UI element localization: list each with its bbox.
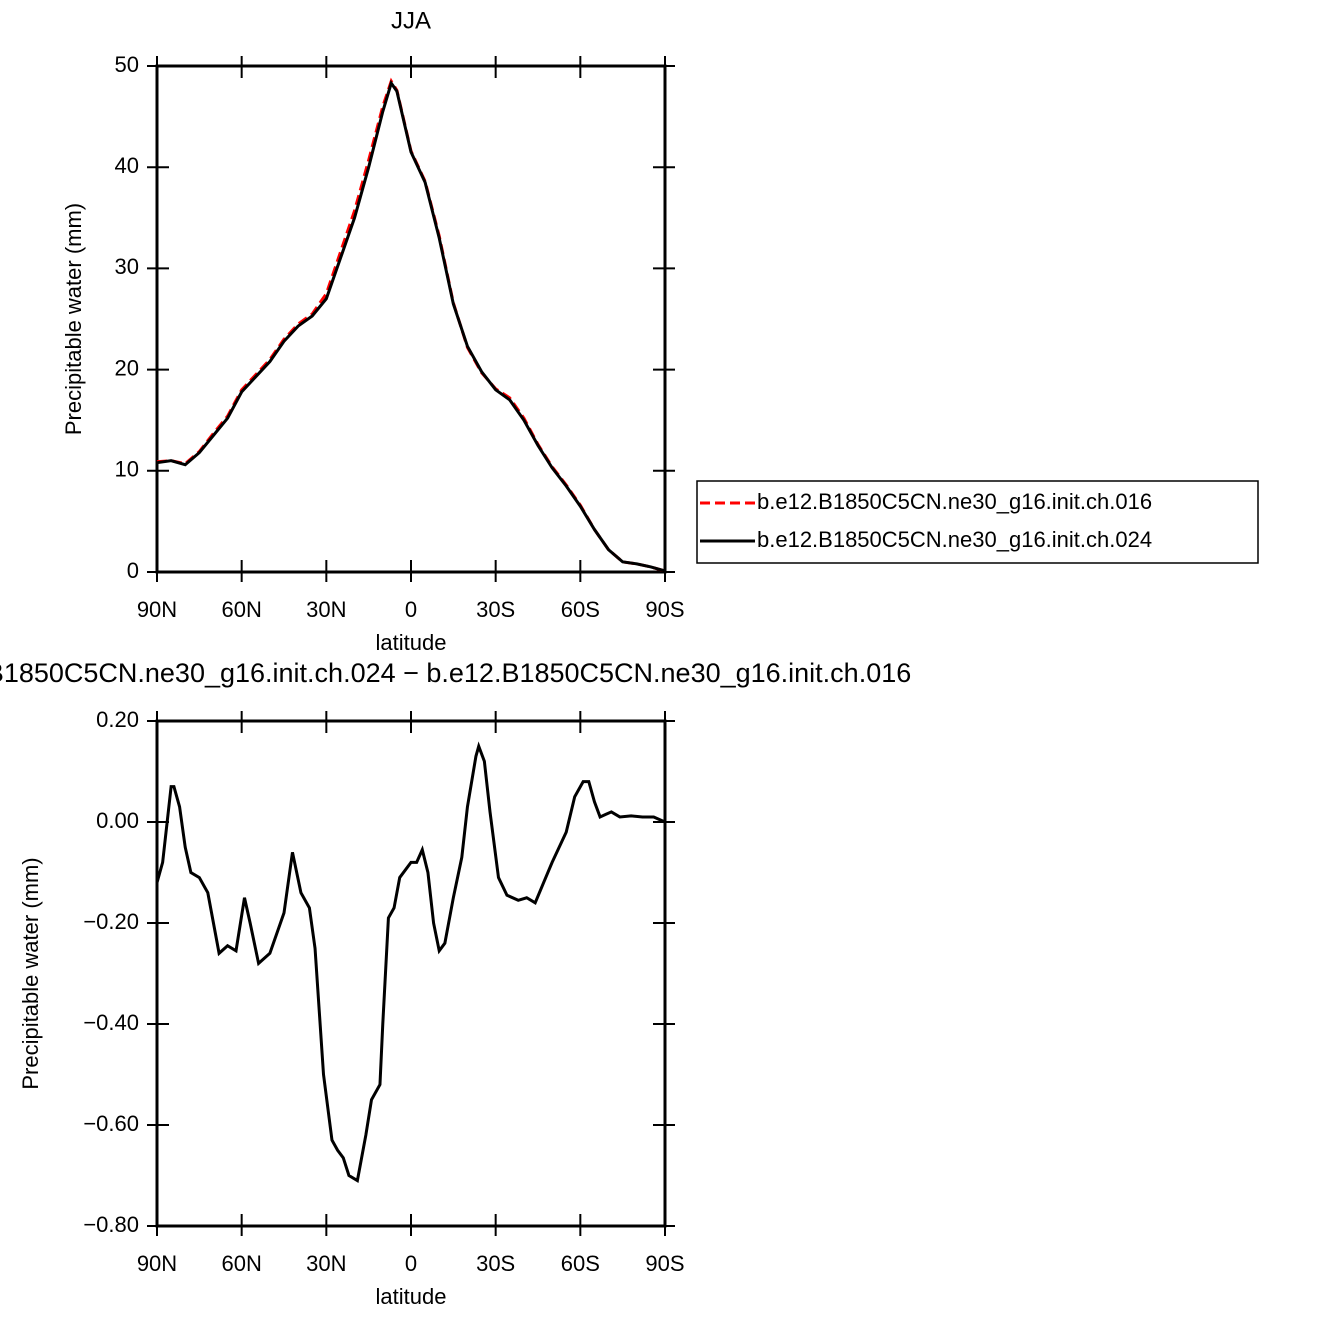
- legend-box: [696, 480, 1259, 564]
- y-tick-label: 30: [115, 254, 139, 279]
- plot-frame: [155, 719, 667, 1228]
- y-tick-label: −0.60: [83, 1111, 139, 1136]
- x-tick-label: 60N: [221, 597, 261, 622]
- x-tick-label: 0: [405, 1251, 417, 1276]
- legend-label: b.e12.B1850C5CN.ne30_g16.init.ch.024: [757, 527, 1152, 552]
- x-tick-label: 60N: [221, 1251, 261, 1276]
- x-tick-label: 90S: [645, 1251, 684, 1276]
- y-axis-label: Precipitable water (mm): [61, 203, 86, 435]
- y-tick-label: 0.20: [96, 707, 139, 732]
- x-axis-label: latitude: [376, 630, 447, 655]
- x-tick-label: 0: [405, 597, 417, 622]
- legend-label: b.e12.B1850C5CN.ne30_g16.init.ch.016: [757, 489, 1152, 514]
- x-tick-label: 90S: [645, 597, 684, 622]
- x-tick-label: 90N: [137, 1251, 177, 1276]
- x-tick-label: 60S: [561, 597, 600, 622]
- y-tick-label: 0: [127, 558, 139, 583]
- plot-frame: [155, 64, 667, 574]
- chart-title: JJA: [391, 7, 431, 34]
- y-tick-label: −0.20: [83, 909, 139, 934]
- x-tick-label: 30S: [476, 597, 515, 622]
- data-line: [155, 741, 666, 1183]
- y-tick-label: 10: [115, 457, 139, 482]
- x-tick-label: 30S: [476, 1251, 515, 1276]
- x-tick-label: 30N: [306, 597, 346, 622]
- x-axis-label: latitude: [376, 1284, 447, 1309]
- y-tick-label: 40: [115, 153, 139, 178]
- chart-title: b.e12.B1850C5CN.ne30_g16.init.ch.024 − b…: [0, 658, 911, 688]
- x-tick-label: 60S: [561, 1251, 600, 1276]
- y-tick-label: 0.00: [96, 808, 139, 833]
- y-tick-label: −0.80: [83, 1212, 139, 1237]
- y-tick-label: −0.40: [83, 1010, 139, 1035]
- x-tick-label: 90N: [137, 597, 177, 622]
- x-tick-label: 30N: [306, 1251, 346, 1276]
- y-tick-label: 50: [115, 52, 139, 77]
- y-tick-label: 20: [115, 355, 139, 380]
- data-line: [156, 79, 666, 573]
- y-axis-label: Precipitable water (mm): [18, 857, 43, 1089]
